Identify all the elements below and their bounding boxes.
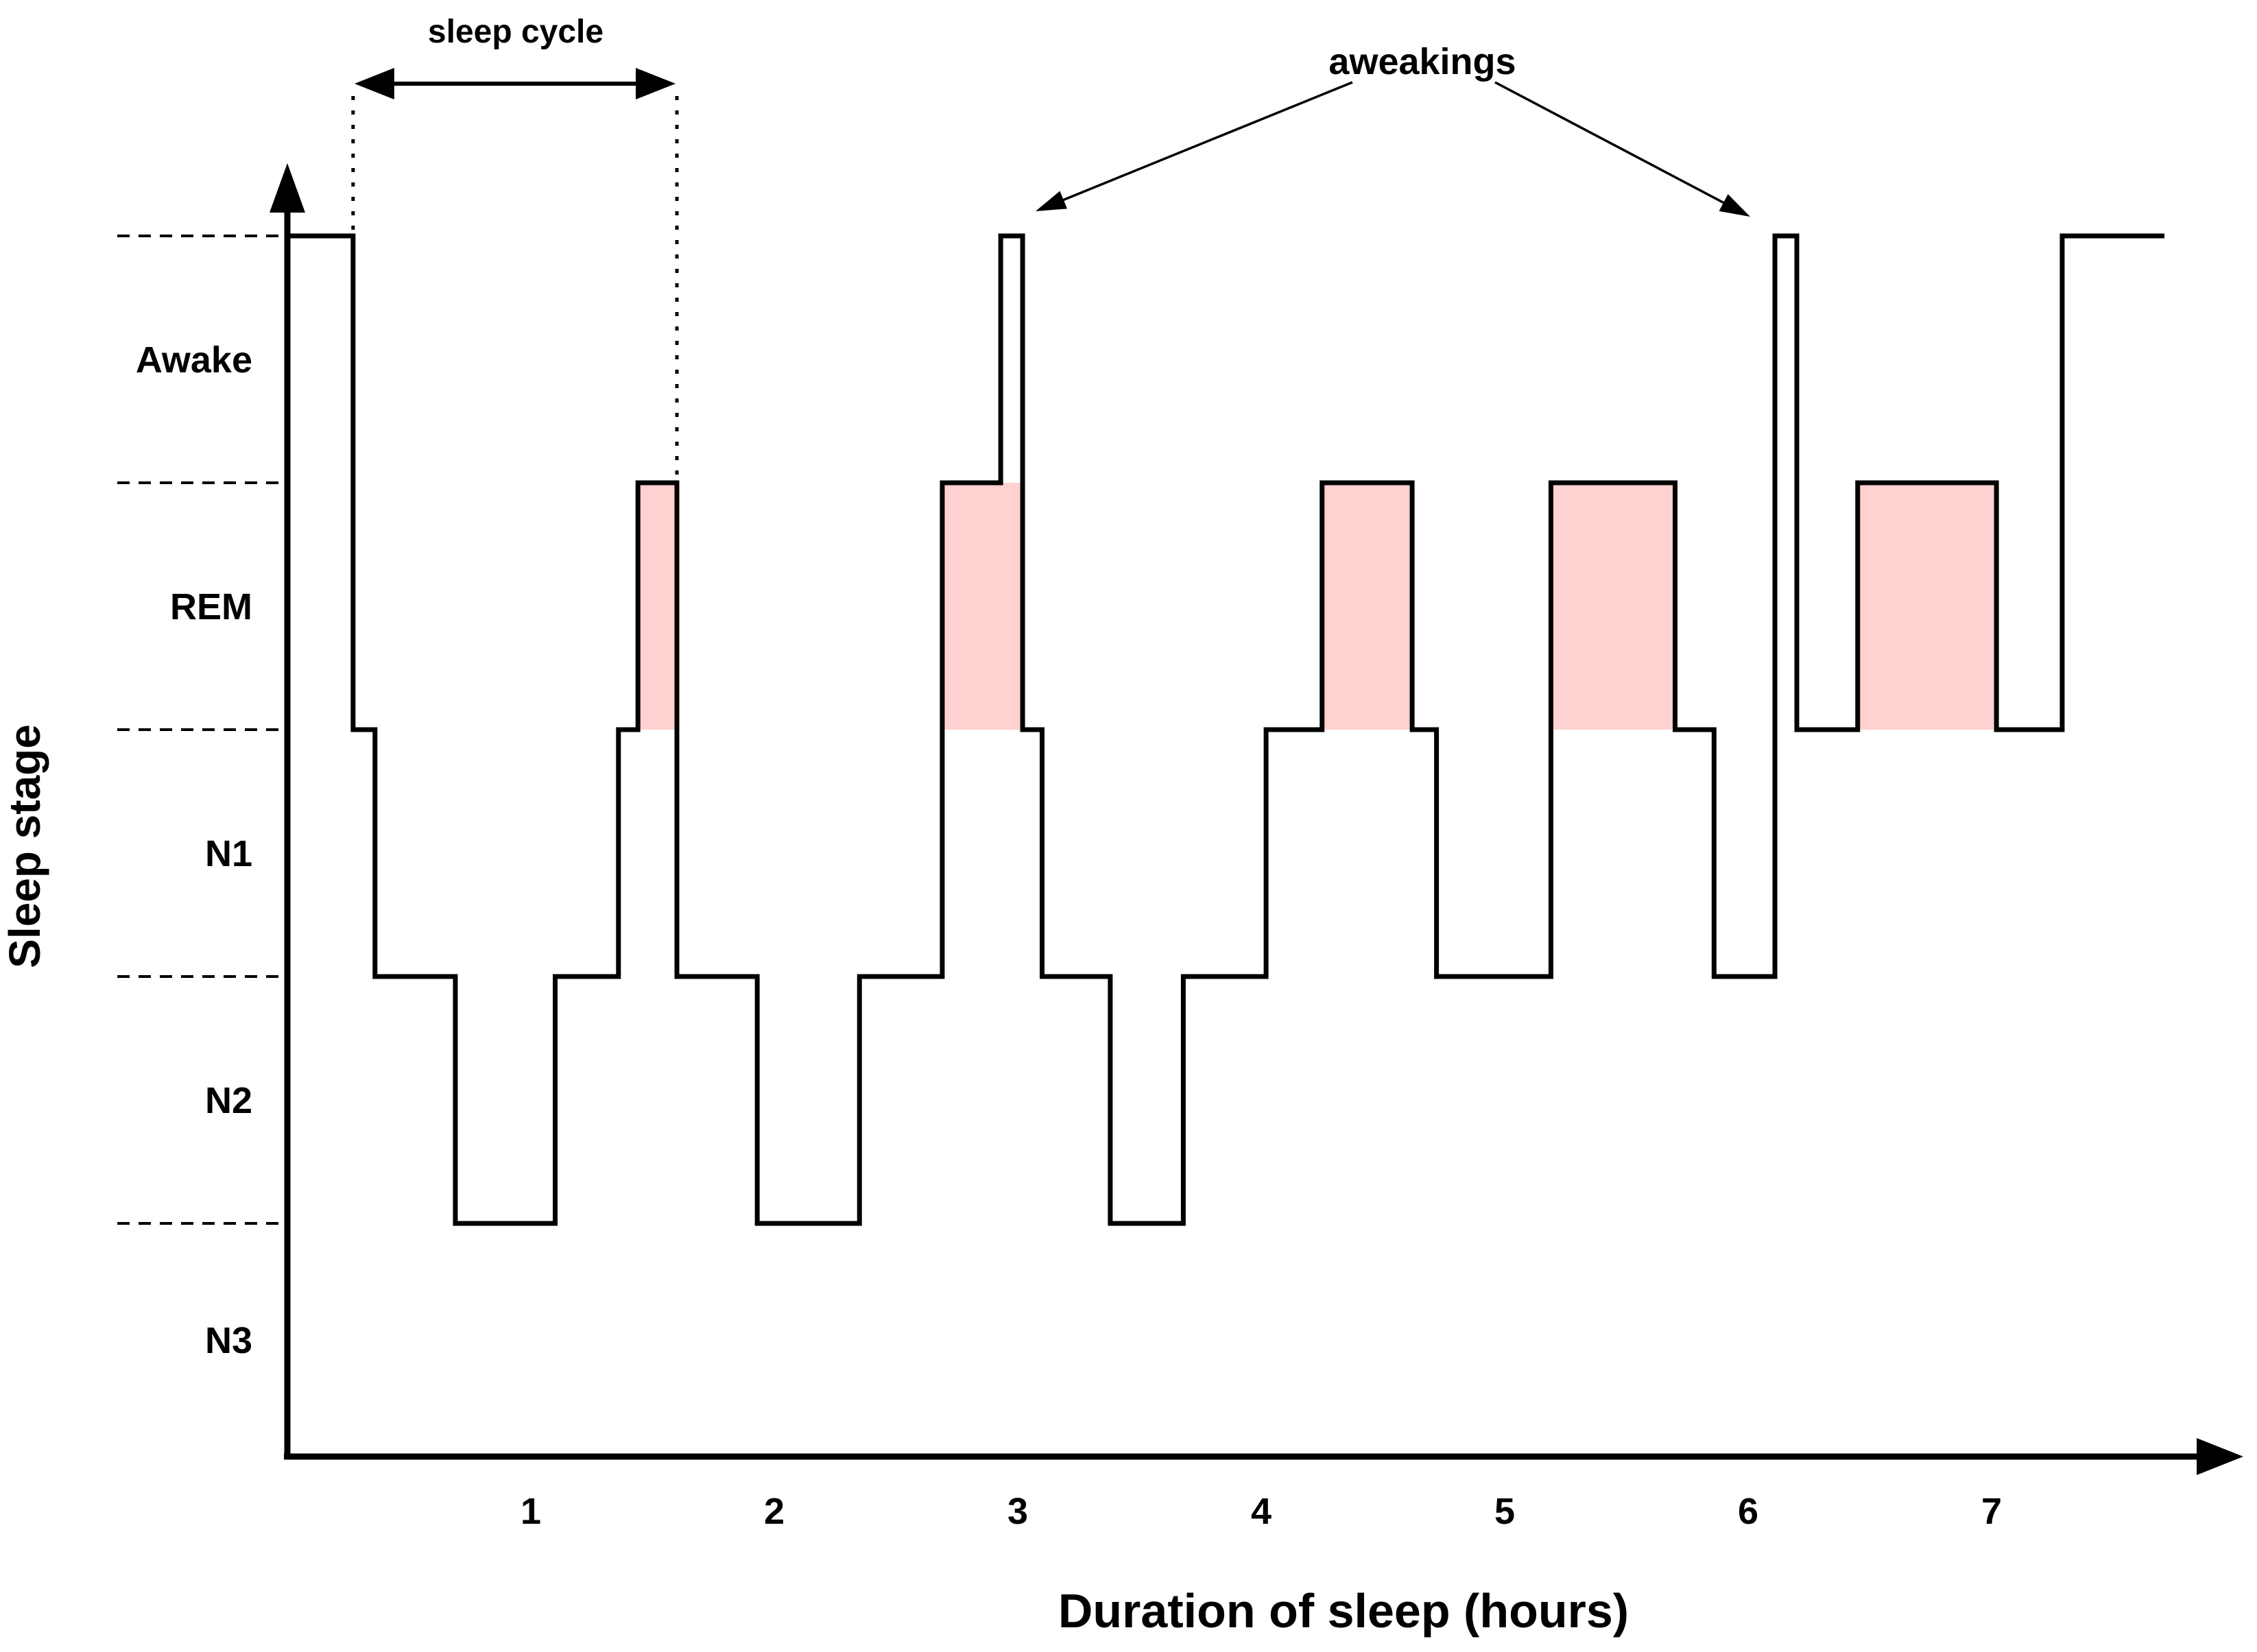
hour-tick-label-4: 4 [1251, 1491, 1271, 1532]
stage-labels: Awake REM N1 N2 N3 [136, 339, 252, 1361]
awakening-arrow-line-right [1494, 81, 1733, 208]
y-axis-title: Sleep stage [0, 724, 49, 968]
stage-label-n3: N3 [205, 1320, 252, 1361]
stage-gridlines [117, 235, 287, 1225]
hour-tick-label-3: 3 [1007, 1491, 1028, 1532]
stage-label-n2: N2 [205, 1080, 252, 1121]
hour-tick-label-2: 2 [764, 1491, 785, 1532]
x-axis-arrowhead [2197, 1438, 2243, 1475]
hour-tick-label-5: 5 [1494, 1491, 1515, 1532]
sleep-cycle-arrowhead-left [354, 68, 394, 99]
hour-tick-label-1: 1 [521, 1491, 541, 1532]
hour-tick-labels: 1 2 3 4 5 6 7 [521, 1491, 2002, 1532]
y-axis [270, 163, 305, 1459]
sleep-cycle-arrowhead-right [636, 68, 676, 99]
awakenings-label: aweakings [1328, 41, 1516, 82]
awakening-arrow-line-left [1054, 81, 1353, 205]
sleep-cycle-annotation: sleep cycle [351, 14, 679, 483]
stage-label-awake: Awake [136, 339, 252, 381]
hypnogram-line [287, 233, 2165, 1226]
hour-tick-label-7: 7 [1981, 1491, 2002, 1532]
rem-episode-2 [942, 483, 1023, 730]
awakening-arrowhead-right [1719, 194, 1750, 217]
rem-episode-4 [1551, 483, 1675, 730]
x-axis-title: Duration of sleep (hours) [1058, 1584, 1629, 1638]
rem-episode-5 [1857, 483, 1997, 730]
stage-label-rem: REM [170, 586, 252, 627]
y-axis-arrowhead [270, 163, 305, 213]
awakenings-annotation: aweakings [1036, 41, 1750, 217]
rem-episode-3 [1322, 483, 1413, 730]
hour-tick-label-6: 6 [1738, 1491, 1758, 1532]
stage-label-n1: N1 [205, 833, 252, 874]
rem-episode-1 [638, 483, 677, 730]
awakening-arrowhead-left [1036, 191, 1068, 211]
rem-shading [638, 483, 1997, 730]
sleep-cycle-label: sleep cycle [428, 14, 604, 50]
hypnogram-line-group [287, 233, 2165, 1226]
x-axis [284, 1438, 2243, 1475]
